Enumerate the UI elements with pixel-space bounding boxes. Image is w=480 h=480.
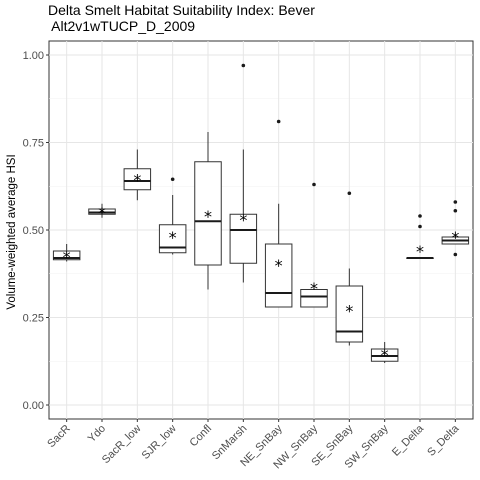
chart-title-line-1: Delta Smelt Habitat Suitability Index: B… — [48, 2, 315, 18]
box-group-ne_snbay: * — [264, 119, 293, 308]
mean-marker: * — [345, 302, 353, 321]
mean-marker: * — [239, 211, 247, 230]
box-iqr — [194, 161, 222, 266]
box-iqr — [335, 285, 364, 343]
outlier-point — [453, 208, 458, 213]
x-tick-label: SJR_low — [140, 423, 179, 462]
x-tick-label: E_Delta — [390, 422, 427, 459]
y-tick-label: 0.50 — [23, 225, 44, 237]
y-axis-label: Volume-weighted average HSI — [6, 154, 18, 309]
x-tick-label: SacR_low — [100, 423, 144, 467]
mean-marker: * — [451, 228, 459, 247]
mean-marker: * — [416, 242, 424, 261]
box-iqr — [229, 213, 258, 264]
box-iqr — [264, 243, 293, 308]
outlier-point — [347, 191, 352, 196]
mean-marker: * — [275, 256, 283, 275]
y-tick-label: 1.00 — [23, 50, 44, 62]
mean-marker: * — [204, 207, 212, 226]
x-tick-label: S_Delta — [425, 422, 462, 459]
box-iqr — [300, 289, 328, 308]
mean-marker: * — [98, 204, 106, 223]
x-tick-label: Confl — [187, 423, 214, 450]
outlier-point — [453, 252, 458, 257]
outlier-point — [418, 224, 422, 229]
box-group-sacr: * — [52, 244, 81, 266]
outlier-point — [170, 177, 175, 182]
box-group-s_delta: * — [441, 200, 470, 257]
mean-marker: * — [169, 228, 177, 247]
box-group-sw_snbay: * — [370, 342, 399, 364]
box-group-se_snbay: * — [335, 191, 364, 346]
box-iqr — [123, 168, 152, 191]
mean-marker: * — [310, 279, 318, 298]
box-layer: * * * * * * * * * * * * — [52, 63, 470, 364]
mean-marker: * — [63, 247, 71, 266]
outlier-point — [418, 214, 422, 218]
box-group-confl: * — [194, 132, 222, 290]
x-tick-label: Ydo — [86, 423, 108, 445]
chart-title-line-2: Alt2v1wTUCP_D_2009 — [48, 18, 196, 34]
box-group-snmarsh: * — [229, 63, 258, 283]
y-tick-label: 0.25 — [23, 313, 44, 325]
box-iqr — [52, 250, 81, 261]
mean-marker: * — [381, 345, 389, 364]
box-group-sacr_low: * — [123, 149, 152, 201]
outlier-point — [453, 200, 458, 204]
outlier-point — [276, 119, 281, 124]
box-group-ydo: * — [88, 204, 116, 223]
box-group-sjr_low: * — [158, 177, 187, 255]
y-tick-label: 0.00 — [23, 400, 44, 412]
outlier-point — [241, 63, 246, 68]
box-group-e_delta: * — [406, 214, 434, 261]
outlier-point — [312, 182, 316, 187]
mean-marker: * — [133, 170, 141, 189]
x-tick-label: SacR — [45, 423, 73, 451]
y-tick-label: 0.75 — [23, 138, 44, 150]
box-group-nw_snbay: * — [300, 182, 328, 308]
